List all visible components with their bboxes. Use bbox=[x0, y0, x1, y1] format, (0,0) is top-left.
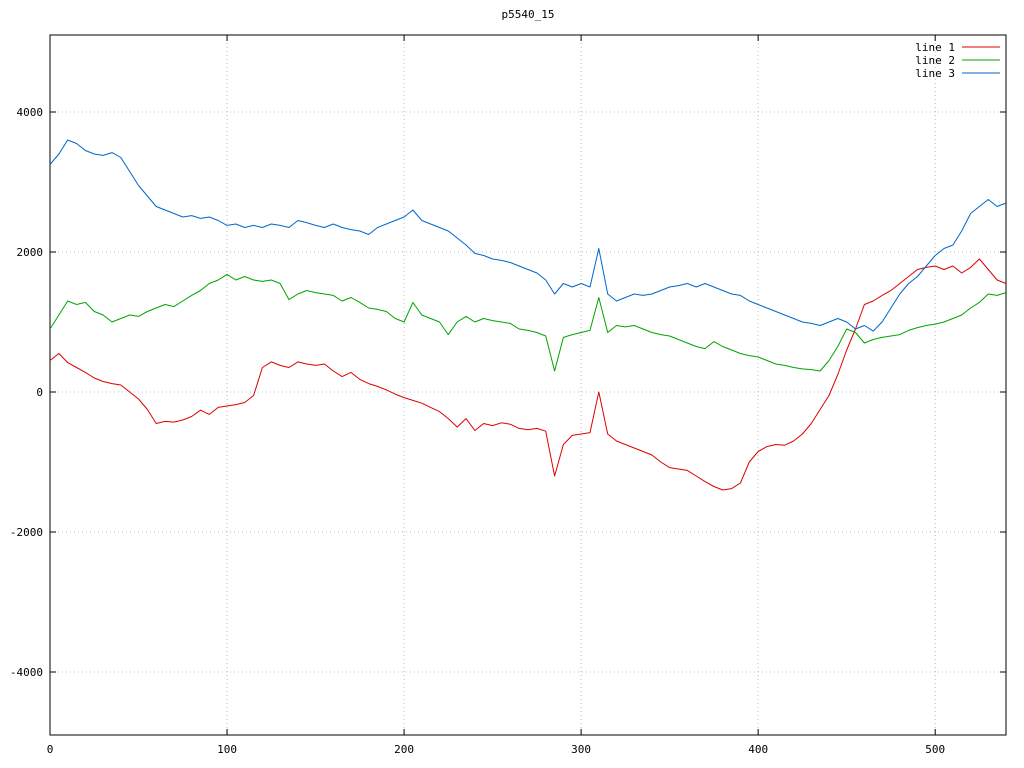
y-tick-label: 4000 bbox=[17, 106, 44, 119]
plot-border bbox=[49, 34, 1007, 736]
x-tick-label: 100 bbox=[217, 743, 237, 756]
chart-title: p5540_15 bbox=[501, 8, 555, 21]
y-tick-label: -2000 bbox=[10, 526, 43, 539]
legend-label: line 2 bbox=[915, 54, 955, 67]
tick-marks bbox=[49, 35, 1006, 735]
x-tick-label: 500 bbox=[925, 743, 945, 756]
series-line-3 bbox=[49, 139, 1007, 332]
x-tick-label: 300 bbox=[571, 743, 591, 756]
legend-label: line 1 bbox=[915, 41, 955, 54]
x-tick-labels: 0 100 200 300 400 500 bbox=[47, 743, 945, 756]
series-line-2 bbox=[49, 273, 1007, 372]
series-line-1 bbox=[49, 258, 1007, 491]
x-tick-label: 400 bbox=[748, 743, 768, 756]
legend-label: line 3 bbox=[915, 67, 955, 80]
y-tick-labels: -4000 -2000 0 2000 4000 bbox=[10, 106, 43, 679]
y-tick-label: 0 bbox=[36, 386, 43, 399]
y-tick-label: -4000 bbox=[10, 666, 43, 679]
y-tick-label: 2000 bbox=[17, 246, 44, 259]
x-tick-label: 200 bbox=[394, 743, 414, 756]
gridlines bbox=[49, 35, 1006, 735]
x-tick-label: 0 bbox=[47, 743, 54, 756]
